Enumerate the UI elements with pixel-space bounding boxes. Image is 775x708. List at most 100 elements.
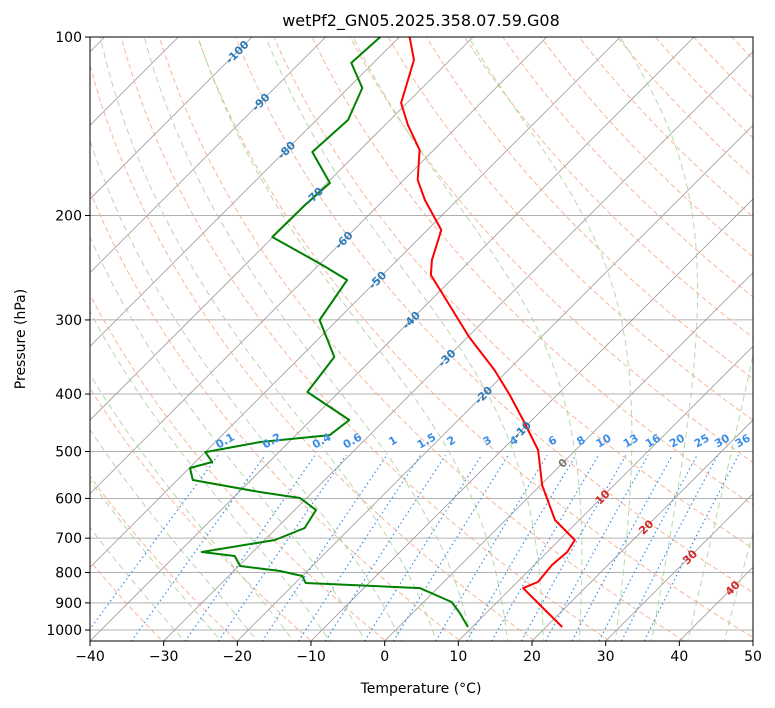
dry-adiabat-line: [273, 37, 753, 550]
dry-adiabat-line: [90, 293, 387, 641]
mixing-ratio-label: 8: [574, 433, 587, 448]
moist-adiabat-line: [143, 37, 473, 641]
mixing-ratio-line: [435, 454, 548, 641]
x-tick-label: 20: [523, 649, 541, 665]
x-tick-label: −30: [149, 649, 179, 665]
mixing-ratio-line: [620, 454, 719, 641]
isotherm-label: 10: [593, 487, 613, 507]
mixing-ratio-label: 0.2: [260, 430, 283, 451]
isotherm-label: -20: [472, 383, 495, 406]
mixing-ratio-label: 0.6: [341, 430, 365, 451]
mixing-ratio-label: 10: [594, 431, 614, 450]
y-tick-label: 700: [55, 531, 82, 547]
dry-adiabat-line: [158, 37, 686, 641]
mixing-ratio-line: [364, 454, 483, 641]
isotherm-line: [752, 640, 753, 641]
mixing-ratio-label: 1: [386, 433, 399, 448]
moist-adiabat-line: [687, 353, 753, 641]
isotherm-label: 30: [680, 547, 700, 567]
mixing-ratio-line: [544, 454, 649, 641]
moist-adiabat-line: [352, 37, 583, 641]
mixing-ratio-label: 6: [546, 433, 559, 448]
mixing-ratio-line: [490, 454, 600, 641]
isotherm-line: [90, 37, 695, 641]
y-tick-label: 300: [55, 313, 82, 329]
mixing-ratio-line: [217, 454, 347, 641]
isotherm-line: [531, 419, 753, 641]
dry-adiabat-line: [387, 37, 753, 421]
moist-adiabat-line: [619, 37, 699, 641]
mixing-ratio-line: [520, 454, 627, 641]
mixing-ratio-label: 36: [733, 431, 753, 450]
mixing-ratio-label: 2: [445, 433, 458, 448]
dry-adiabat-line: [349, 37, 753, 463]
line-labels: 0.1 0.2 0.4 0.6 1 1.5 2 3 4 6 8 10 13 16 20 25 30 36-100-…: [213, 38, 753, 599]
background-lines: [90, 37, 753, 641]
x-tick-label: 40: [670, 649, 688, 665]
y-axis-label: Pressure (hPa): [13, 289, 29, 389]
x-tick-label: −20: [223, 649, 253, 665]
dry-adiabat-line: [90, 475, 238, 641]
isotherm-line: [457, 345, 753, 641]
y-tick-label: 400: [55, 387, 82, 403]
chart-title: wetPf2_GN05.2025.358.07.59.G08: [282, 11, 560, 31]
y-tick-label: 200: [55, 209, 82, 225]
moist-adiabat-line: [90, 479, 222, 641]
moist-adiabat-line: [265, 37, 544, 641]
isotherm-label: -30: [435, 346, 458, 369]
mixing-ratio-label: 30: [712, 431, 732, 450]
x-axis-label: Temperature (°C): [360, 681, 482, 697]
dry-adiabat-line: [464, 37, 753, 339]
dry-adiabat-line: [90, 63, 536, 641]
axes: −40 −30 −20 −10 0 10 20 30 40 5010020030040050060…: [46, 30, 762, 665]
isotherm-label: -80: [275, 138, 298, 161]
moist-adiabat-line: [90, 526, 186, 641]
isotherm-line: [90, 37, 400, 347]
isotherm-line: [163, 51, 753, 641]
dewpoint-trace: [189, 37, 469, 628]
mixing-ratio-line: [90, 454, 219, 631]
mixing-ratio-line: [261, 454, 388, 641]
traces: [189, 37, 576, 628]
dry-adiabat-line: [578, 37, 753, 218]
moist-adiabat-line: [468, 37, 633, 641]
dry-adiabat-line: [196, 37, 753, 639]
moist-adiabat-line: [90, 428, 259, 641]
mixing-ratio-line: [392, 454, 509, 641]
mixing-ratio-label: 0.4: [310, 430, 334, 451]
y-tick-label: 500: [55, 444, 82, 460]
dry-adiabat-line: [235, 37, 753, 594]
isotherm-line: [90, 37, 326, 274]
isotherm-line: [90, 37, 621, 568]
isotherm-label: -100: [223, 38, 252, 67]
x-tick-label: −40: [75, 649, 105, 665]
mixing-ratio-label: 25: [692, 432, 712, 451]
moist-adiabat-line: [197, 37, 509, 641]
isotherm-label: -60: [332, 228, 355, 251]
moist-adiabat-line: [90, 235, 366, 641]
dry-adiabat-line: [120, 37, 611, 641]
mixing-ratio-line: [297, 454, 422, 641]
moist-adiabat-line: [90, 138, 402, 641]
moist-adiabat-line: [99, 37, 437, 641]
x-tick-label: 10: [449, 649, 467, 665]
mixing-ratio-line: [324, 454, 446, 641]
dry-adiabat-line: [90, 387, 313, 641]
y-tick-label: 1000: [46, 623, 82, 639]
isotherm-label: -40: [400, 308, 423, 331]
moist-adiabat-line: [90, 310, 331, 641]
isotherm-line: [236, 124, 753, 641]
y-tick-label: 100: [55, 30, 82, 46]
dry-adiabat-line: [311, 37, 753, 506]
mixing-ratio-label: 16: [643, 431, 663, 450]
y-tick-label: 900: [55, 596, 82, 612]
isotherm-line: [310, 198, 753, 641]
moist-adiabat-line: [723, 531, 753, 641]
x-tick-label: 50: [744, 649, 762, 665]
temperature-trace: [400, 37, 576, 628]
x-tick-label: −10: [296, 649, 326, 665]
dry-adiabat-line: [540, 37, 753, 258]
plot-frame: [89, 36, 754, 642]
dry-adiabat-line: [90, 189, 462, 641]
